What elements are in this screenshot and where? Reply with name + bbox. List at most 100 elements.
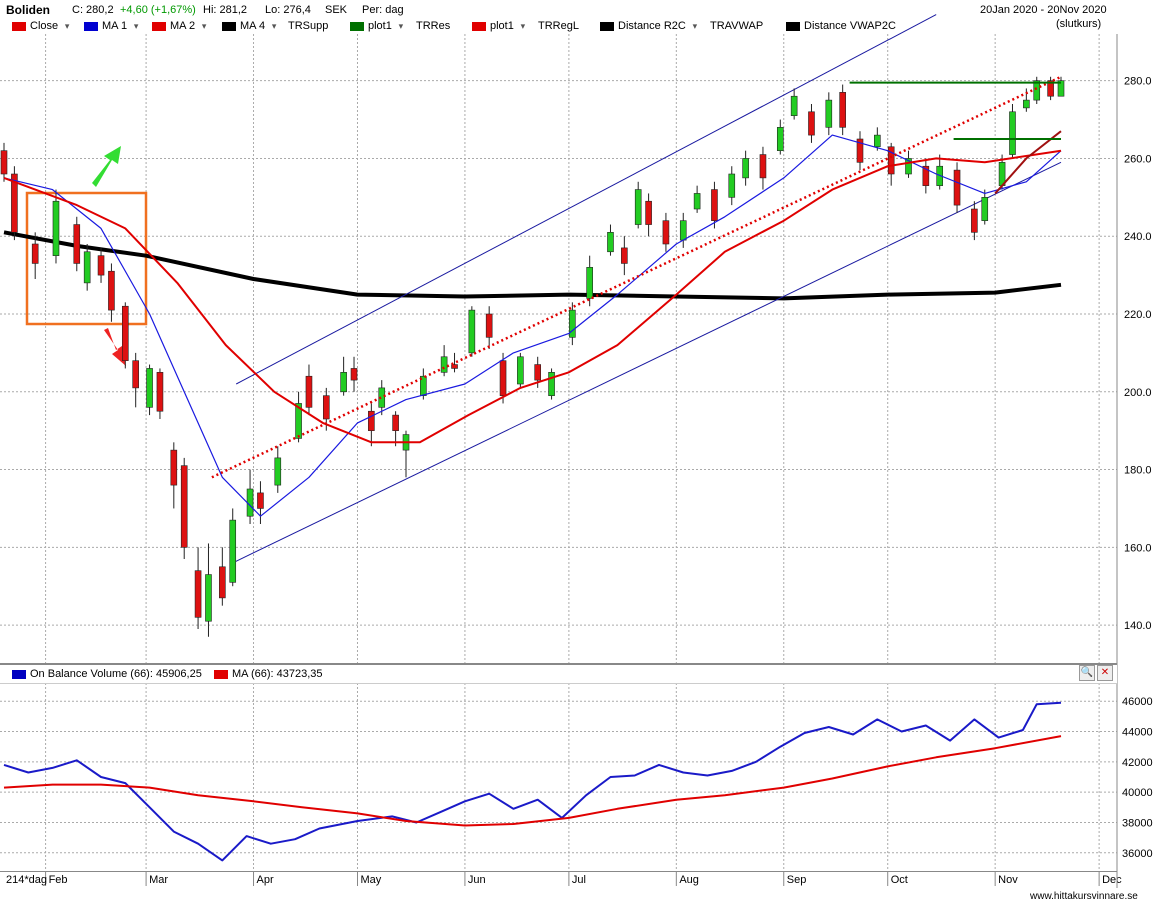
x-tick-label: Nov <box>998 874 1018 886</box>
line-obv_ma <box>3 735 1062 827</box>
candle-down <box>499 360 507 396</box>
y-tick-label: 240.0 <box>1124 231 1152 243</box>
candle-up <box>83 251 91 284</box>
chevron-down-icon[interactable]: ▾ <box>201 20 207 31</box>
candle-down <box>451 364 458 369</box>
candle-up <box>440 356 448 373</box>
legend-item-plot1-green[interactable]: plot1 ▾ <box>350 19 406 33</box>
candle-up <box>340 372 347 393</box>
highlight-box <box>25 191 148 326</box>
candle-down <box>322 395 330 420</box>
legend-item-ma2[interactable]: MA 2 ▾ <box>152 19 209 33</box>
legend-item-ma4[interactable]: MA 4 ▾ <box>222 19 279 33</box>
legend-item-trsupp[interactable]: TRSupp <box>288 20 329 32</box>
low-value: Lo: 276,4 <box>265 4 311 16</box>
candle-up <box>1057 80 1065 97</box>
legend-item-obv-ma[interactable]: MA (66): 43723,35 <box>214 667 323 681</box>
indicator-legend: Close ▾ MA 1 ▾ MA 2 ▾ MA 4 ▾ TRSupp plot1 ▾ T… <box>0 18 1161 34</box>
arrow-down-icon <box>104 328 126 366</box>
candle-down <box>97 255 105 276</box>
obv-legend: On Balance Volume (66): 45906,25 MA (66)… <box>0 664 1117 684</box>
line-obv <box>3 701 1062 862</box>
candle-down <box>180 465 188 548</box>
y-tick-label: 44000 <box>1122 727 1153 739</box>
x-tick-label: May <box>360 874 381 886</box>
legend-item-distance-r2c[interactable]: Distance R2C ▾ <box>600 19 700 33</box>
chevron-down-icon[interactable]: ▾ <box>133 20 139 31</box>
line-ma1 <box>3 134 1062 517</box>
legend-swatch <box>222 21 236 31</box>
candle-down <box>305 375 313 408</box>
chevron-down-icon[interactable]: ▾ <box>520 20 526 31</box>
candle-up <box>1009 111 1016 155</box>
candle-down <box>887 146 895 175</box>
candle-up <box>607 232 614 253</box>
candle-up <box>742 158 749 179</box>
candle-up <box>569 309 576 338</box>
candle-up <box>274 457 282 486</box>
candle-up <box>981 197 989 221</box>
candle-up <box>468 309 476 354</box>
candle-down <box>219 566 226 599</box>
legend-item-obv[interactable]: On Balance Volume (66): 45906,25 <box>12 667 202 681</box>
candle-down <box>621 247 628 264</box>
candle-down <box>953 169 961 206</box>
candle-down <box>11 173 18 233</box>
candle-down <box>132 360 139 389</box>
legend-item-ma1[interactable]: MA 1 ▾ <box>84 19 141 33</box>
y-tick-label: 42000 <box>1122 757 1153 769</box>
candle-down <box>971 208 978 233</box>
candle-up <box>776 127 784 151</box>
candle-down <box>534 364 541 381</box>
y-tick-label: 180.0 <box>1124 465 1152 477</box>
price-type: (slutkurs) <box>1056 18 1102 30</box>
candle-down <box>368 410 375 431</box>
line-ma2 <box>3 149 1062 444</box>
x-tick-label: Aug <box>679 874 699 886</box>
info-bar: Boliden C: 280,2 +4,60 (+1,67%) Hi: 281,… <box>0 0 1161 18</box>
candle-up <box>1033 80 1041 101</box>
candle-up <box>378 387 386 408</box>
legend-item-trregl[interactable]: TRRegL <box>538 20 579 32</box>
legend-item-close[interactable]: Close ▾ <box>12 19 72 33</box>
candle-down <box>73 224 81 264</box>
x-tick-label: Jul <box>572 874 586 886</box>
close-value: C: 280,2 <box>72 4 114 16</box>
line-regression <box>211 75 1062 479</box>
close-icon[interactable]: ✕ <box>1097 665 1113 681</box>
y-tick-label: 38000 <box>1122 817 1153 829</box>
legend-item-travwap[interactable]: TRAVWAP <box>710 20 764 32</box>
period-label: 214*dag <box>6 874 47 886</box>
chevron-down-icon[interactable]: ▾ <box>692 20 698 31</box>
chevron-down-icon[interactable]: ▾ <box>64 20 70 31</box>
x-tick-label: Oct <box>891 874 908 886</box>
line-channel_lower <box>232 161 1062 564</box>
candle-up <box>790 95 798 116</box>
instrument-name: Boliden <box>6 3 50 17</box>
y-tick-label: 200.0 <box>1124 387 1152 399</box>
legend-item-distance-vwap2c[interactable]: Distance VWAP2C <box>786 19 896 33</box>
chevron-down-icon[interactable]: ▾ <box>398 20 404 31</box>
x-tick-label: Dec <box>1102 874 1122 886</box>
candle-down <box>1047 80 1054 97</box>
candle-down <box>0 150 8 175</box>
candle-down <box>485 313 493 338</box>
y-tick-label: 160.0 <box>1124 542 1152 554</box>
chevron-down-icon[interactable]: ▾ <box>271 20 277 31</box>
x-tick-label: Feb <box>49 874 68 886</box>
legend-swatch <box>786 21 800 31</box>
candle-down <box>759 154 767 179</box>
y-tick-label: 46000 <box>1122 696 1153 708</box>
candle-down <box>856 138 864 163</box>
legend-swatch <box>152 21 166 31</box>
candle-up <box>1023 99 1030 109</box>
magnifier-icon[interactable]: 🔍 <box>1079 665 1095 681</box>
legend-item-plot1-red[interactable]: plot1 ▾ <box>472 19 528 33</box>
candle-up <box>586 267 593 299</box>
candle-up <box>825 99 833 128</box>
line-ma4 <box>3 230 1062 301</box>
y-tick-label: 40000 <box>1122 787 1153 799</box>
legend-item-trres[interactable]: TRRes <box>416 20 451 32</box>
candle-down <box>121 305 129 361</box>
